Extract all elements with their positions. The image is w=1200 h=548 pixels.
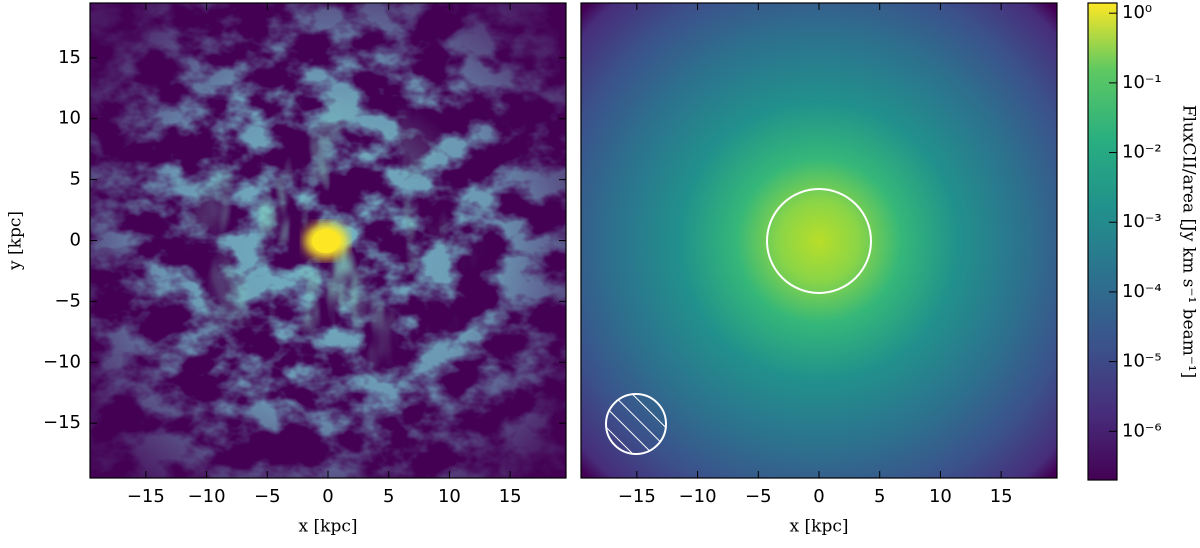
colorbar: [1087, 2, 1118, 481]
colorbar-tick-label: 10⁰: [1122, 2, 1152, 23]
x-tick-label: −15: [127, 486, 165, 507]
colorbar-label: FluxCII/area [Jy km s⁻¹ beam⁻¹]: [1179, 105, 1199, 379]
x-tick-label: −5: [254, 486, 281, 507]
colorbar-tick-label: 10⁻⁶: [1122, 420, 1162, 441]
x-tick-label: 15: [990, 486, 1013, 507]
colorbar-tick-label: 10⁻⁵: [1122, 351, 1162, 372]
x-tick-label: −10: [188, 486, 226, 507]
aperture-circle: [766, 188, 872, 294]
x-tick-label: 15: [499, 486, 522, 507]
y-tick-label: 15: [58, 47, 81, 68]
beam-circle: [605, 393, 667, 455]
x-axis-label: x [kpc]: [299, 517, 358, 537]
x-tick-label: −10: [679, 486, 717, 507]
y-tick-label: −10: [43, 351, 81, 372]
colorbar-tick-label: 10⁻¹: [1122, 72, 1162, 93]
x-tick-label: 10: [438, 486, 461, 507]
x-tick-label: 0: [813, 486, 824, 507]
x-tick-label: −5: [745, 486, 772, 507]
y-tick-label: 0: [70, 230, 81, 251]
colorbar-tick-label: 10⁻³: [1122, 211, 1162, 232]
y-tick-label: −5: [54, 290, 81, 311]
x-tick-label: 5: [874, 486, 885, 507]
x-tick-label: 10: [929, 486, 952, 507]
right-map: [581, 3, 1057, 478]
x-tick-label: 0: [322, 486, 333, 507]
y-tick-label: 5: [70, 169, 81, 190]
y-tick-label: 10: [58, 108, 81, 129]
y-tick-label: −15: [43, 412, 81, 433]
x-axis-label: x [kpc]: [790, 517, 849, 537]
left-map: [90, 3, 566, 478]
colorbar-tick-label: 10⁻²: [1122, 142, 1162, 163]
y-axis-label: y [kpc]: [6, 211, 26, 271]
x-tick-label: −15: [618, 486, 656, 507]
x-tick-label: 5: [383, 486, 394, 507]
colorbar-tick-label: 10⁻⁴: [1122, 281, 1162, 302]
